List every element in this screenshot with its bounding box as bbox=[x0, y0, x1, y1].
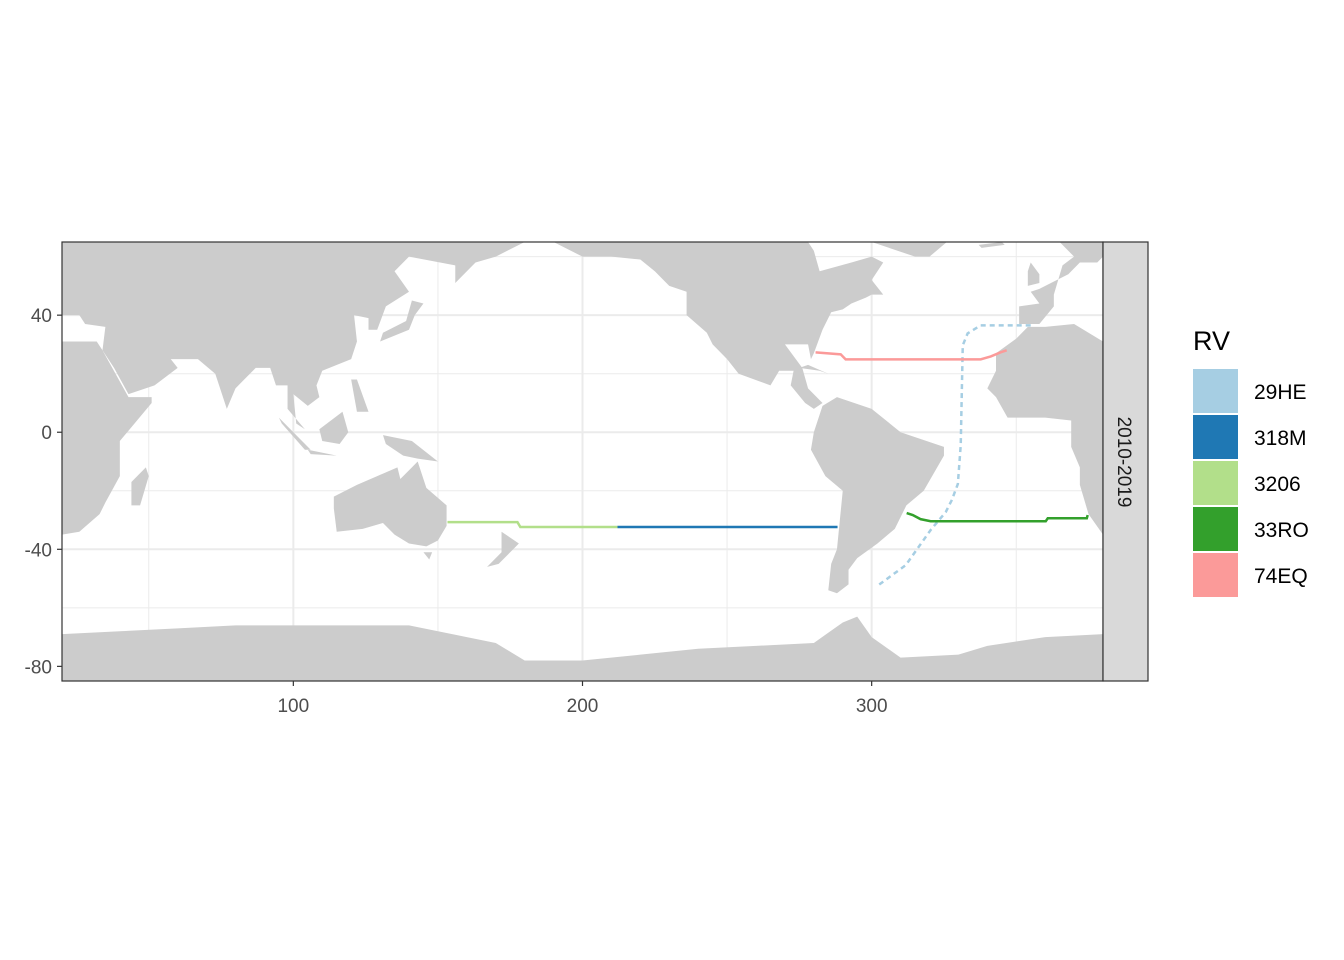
track-74EQ bbox=[815, 349, 1008, 361]
land-polygon bbox=[333, 461, 447, 547]
legend-key-29HE bbox=[1193, 369, 1238, 413]
legend-title: RV bbox=[1193, 326, 1230, 356]
land-polygon bbox=[382, 435, 438, 462]
land-polygon bbox=[380, 300, 424, 342]
legend-key-33RO bbox=[1193, 507, 1238, 551]
land-polygon bbox=[62, 242, 554, 430]
land-polygon bbox=[131, 467, 149, 506]
land bbox=[62, 242, 1103, 681]
land-polygon bbox=[799, 364, 829, 374]
land-polygon bbox=[278, 417, 311, 450]
land-polygon bbox=[487, 531, 519, 567]
legend-label: 3206 bbox=[1254, 473, 1301, 496]
legend-label: 29HE bbox=[1254, 381, 1307, 404]
legend-key-3206 bbox=[1193, 461, 1238, 505]
x-tick-label: 100 bbox=[277, 696, 309, 717]
track-33RO bbox=[906, 511, 1089, 523]
land-polygon bbox=[62, 616, 1103, 681]
legend: 29HE 318M 3206 33RO 74EQ bbox=[1193, 369, 1309, 597]
facet-strip bbox=[1102, 241, 1149, 682]
y-tick-label: -40 bbox=[25, 540, 52, 561]
legend-label: 318M bbox=[1254, 427, 1307, 450]
legend-key-74EQ bbox=[1193, 553, 1238, 597]
facet-label: 2010-2019 bbox=[1113, 417, 1134, 508]
tracks bbox=[447, 324, 1089, 587]
land-polygon bbox=[62, 341, 152, 535]
track-29HE bbox=[877, 324, 1031, 587]
y-tick-label: 0 bbox=[41, 423, 52, 444]
track-3206 bbox=[447, 520, 618, 529]
y-tick-label: 40 bbox=[31, 306, 52, 327]
land-polygon bbox=[1027, 262, 1040, 286]
land-polygon bbox=[553, 242, 884, 409]
land-polygon bbox=[307, 449, 337, 456]
land-polygon bbox=[987, 323, 1103, 535]
land-polygon bbox=[810, 397, 944, 594]
x-tick-label: 200 bbox=[567, 696, 599, 717]
legend-label: 33RO bbox=[1254, 519, 1309, 542]
y-tick-label: -80 bbox=[25, 657, 52, 678]
legend-key-318M bbox=[1193, 415, 1238, 459]
land-polygon bbox=[423, 552, 433, 560]
land-polygon bbox=[1019, 242, 1103, 324]
x-tick-label: 300 bbox=[856, 696, 888, 717]
land-polygon bbox=[351, 379, 369, 412]
land-polygon bbox=[319, 411, 349, 444]
legend-label: 74EQ bbox=[1254, 565, 1308, 588]
land-polygon bbox=[978, 242, 1005, 248]
land-polygon bbox=[871, 242, 947, 257]
